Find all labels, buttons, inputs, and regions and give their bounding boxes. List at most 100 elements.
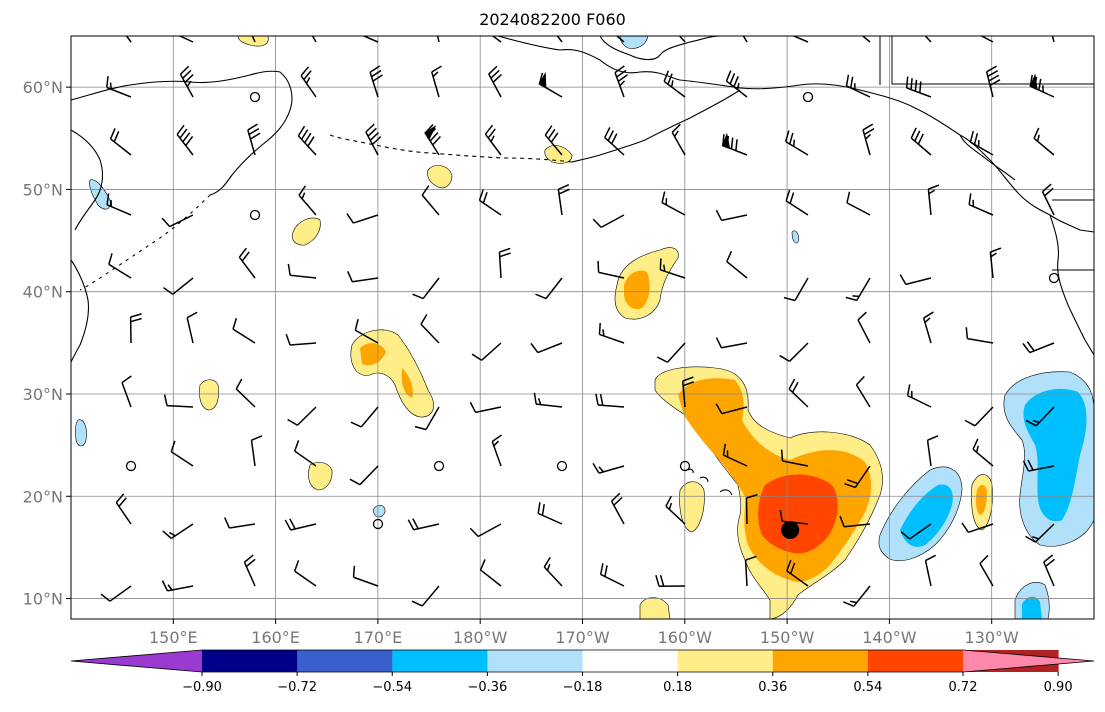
wind-barb xyxy=(108,253,132,279)
wind-barb xyxy=(846,191,871,216)
negative-region-southeast-core xyxy=(900,484,953,547)
wind-barb xyxy=(597,260,625,279)
coastline-alaska-north xyxy=(599,36,721,61)
colorbar-segment xyxy=(297,650,393,672)
colorbar-segment xyxy=(392,650,488,672)
colorbar-extend-high xyxy=(963,650,1094,672)
colorbar-segment xyxy=(202,650,298,672)
wind-barb xyxy=(284,518,317,531)
negative-region-small3 xyxy=(75,419,87,447)
colorbar-extend-low xyxy=(71,650,202,672)
wind-barb xyxy=(469,401,502,414)
wind-barb xyxy=(862,123,875,156)
colorbar-tick-label: −0.90 xyxy=(182,680,222,695)
wind-barb xyxy=(964,406,994,427)
wind-barb xyxy=(121,375,132,408)
calm-circle xyxy=(249,209,261,221)
wind-barb xyxy=(346,213,379,224)
wind-barb xyxy=(538,71,563,98)
wind-barb xyxy=(287,263,317,279)
wind-pennant xyxy=(424,125,437,141)
wind-barb xyxy=(161,214,194,228)
wind-barb xyxy=(407,518,440,531)
wind-barb xyxy=(861,36,871,43)
wind-barb xyxy=(839,515,871,528)
positive-region-small9 xyxy=(237,36,269,47)
wind-barb xyxy=(969,130,994,156)
colorbar: −0.90 −0.72 −0.54 −0.36 −0.18 0.18 0.36 0.54 0.7… xyxy=(70,649,1095,695)
wind-barb xyxy=(610,492,625,525)
coastline-aleutian-islands xyxy=(329,134,573,163)
wind-barb xyxy=(721,132,748,156)
wind-barb xyxy=(722,443,748,467)
wind-barb xyxy=(411,585,440,607)
wind-barb xyxy=(161,580,194,592)
lon-tick-label: 180°W xyxy=(453,628,508,647)
wind-barb xyxy=(491,36,502,43)
wind-barb xyxy=(715,337,748,349)
wind-barb xyxy=(592,214,625,229)
wind-barb xyxy=(905,76,932,98)
lon-tick-label: 160°W xyxy=(658,628,713,647)
wind-barb xyxy=(293,560,317,587)
wind-barb xyxy=(420,314,440,344)
colorbar-tick-label: −0.18 xyxy=(563,680,603,695)
map-title: 2024082200 F060 xyxy=(479,10,626,29)
wind-barb xyxy=(844,465,871,489)
wind-barb xyxy=(614,65,628,98)
positive-region-small2 xyxy=(427,165,453,189)
wind-barb xyxy=(845,277,871,302)
wind-barb xyxy=(537,502,563,525)
colorbar-segment xyxy=(582,650,679,672)
calm-circle xyxy=(679,460,691,472)
wind-barb xyxy=(726,250,748,279)
coastline-okhotsk xyxy=(71,129,104,231)
lat-tick-label: 60°N xyxy=(23,78,63,97)
border-us-canada xyxy=(1052,199,1094,271)
wind-barb xyxy=(424,124,441,156)
coastline-alaska xyxy=(497,36,1094,233)
wind-barb xyxy=(479,559,502,587)
wind-barb xyxy=(744,555,757,587)
wind-barb xyxy=(421,185,440,216)
wind-barb xyxy=(780,449,809,467)
positive-region-small3 xyxy=(199,379,219,411)
wind-barb xyxy=(300,66,317,98)
wind-barb xyxy=(922,311,934,344)
wind-barb xyxy=(1051,36,1055,43)
wind-barb xyxy=(1041,183,1055,216)
wind-barb xyxy=(298,185,317,216)
colorbar-segment xyxy=(677,650,774,672)
wind-barb xyxy=(530,342,563,354)
wind-barb xyxy=(927,184,940,216)
wind-barb xyxy=(725,70,748,98)
wind-barb xyxy=(615,36,625,43)
lat-tick-label: 10°N xyxy=(23,590,63,609)
wind-barb xyxy=(980,36,994,43)
lat-tick-label: 20°N xyxy=(23,487,63,506)
wind-barb xyxy=(671,123,686,156)
wind-barb xyxy=(845,74,871,98)
wind-barb xyxy=(287,406,317,426)
negative-region-small2 xyxy=(89,179,111,210)
wind-barb xyxy=(678,36,686,43)
wind-barb xyxy=(414,406,440,431)
lon-tick-label: 170°E xyxy=(354,628,403,647)
wind-pennant xyxy=(538,71,547,89)
calm-circle xyxy=(1048,272,1060,284)
wind-barb xyxy=(352,565,379,587)
calm-circle xyxy=(372,518,384,530)
positive-region-small8 xyxy=(544,145,573,164)
lon-tick-label: 130°W xyxy=(965,628,1020,647)
wind-barb xyxy=(186,311,198,344)
wind-barb xyxy=(785,189,809,216)
wind-barb xyxy=(926,435,939,467)
wind-barb xyxy=(354,319,379,344)
wind-barb xyxy=(297,125,317,156)
wind-barb xyxy=(535,277,563,300)
wind-barb xyxy=(786,559,809,587)
positive-region-small1 xyxy=(291,217,321,246)
lon-tick-label: 170°W xyxy=(555,628,610,647)
wind-barb xyxy=(745,494,758,525)
